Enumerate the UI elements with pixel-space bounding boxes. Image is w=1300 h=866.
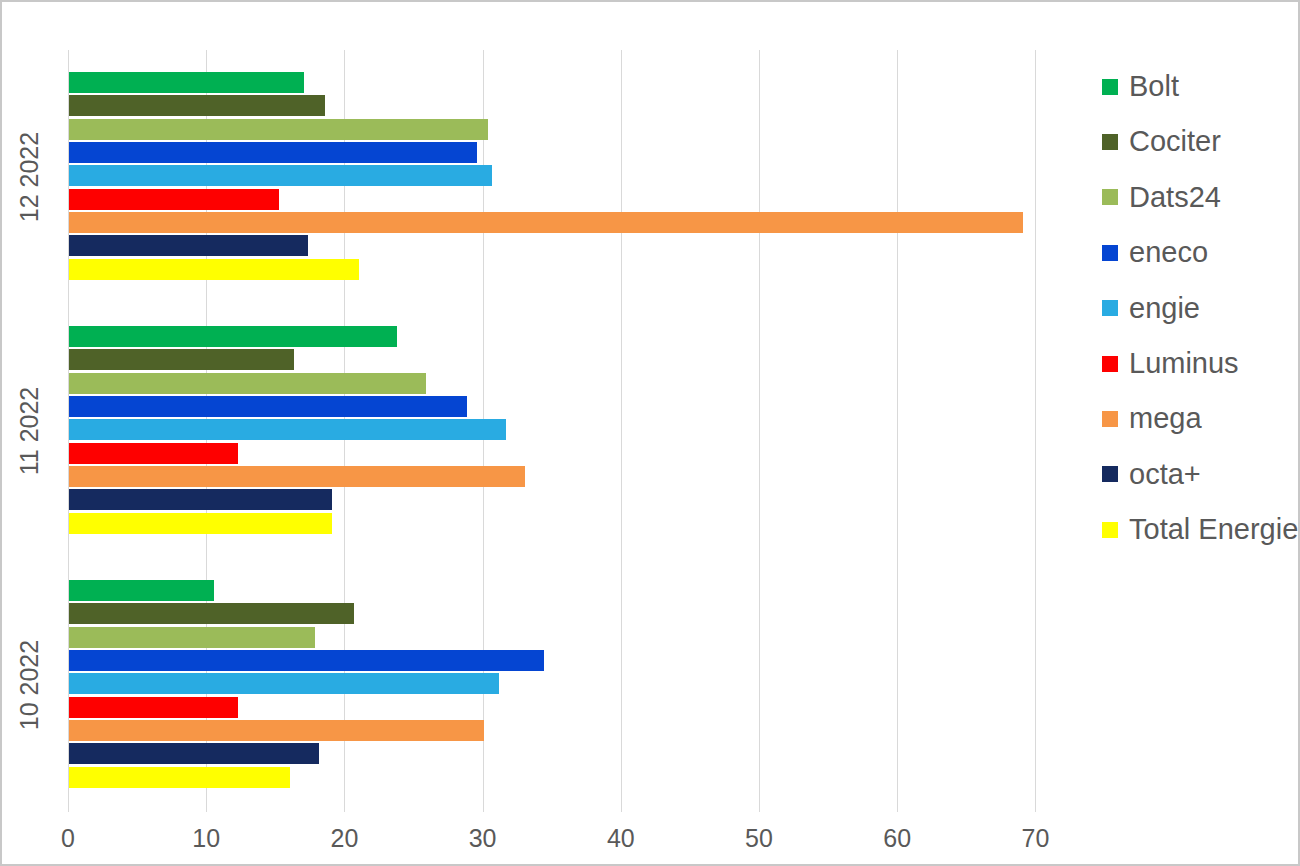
legend-label: Total Energie xyxy=(1129,513,1298,546)
legend-label: Luminus xyxy=(1129,347,1239,380)
x-tick-70: 70 xyxy=(1021,824,1049,853)
legend-item-dats24: Dats24 xyxy=(1102,181,1221,214)
plot-area xyxy=(68,50,1077,812)
bar-luminus xyxy=(69,443,238,464)
x-tick-30: 30 xyxy=(469,824,497,853)
bar-bolt xyxy=(69,326,397,347)
x-tick-60: 60 xyxy=(883,824,911,853)
bar-mega xyxy=(69,466,525,487)
bar-luminus xyxy=(69,697,238,718)
legend-swatch-icon xyxy=(1102,411,1118,427)
bar-mega xyxy=(69,212,1023,233)
bar-cociter xyxy=(69,95,325,116)
legend-item-bolt: Bolt xyxy=(1102,70,1179,103)
bar-dats24 xyxy=(69,373,426,394)
bar-octa+ xyxy=(69,489,332,510)
bar-total-energie xyxy=(69,259,359,280)
legend-label: engie xyxy=(1129,292,1200,325)
legend-swatch-icon xyxy=(1102,300,1118,316)
legend-item-engie: engie xyxy=(1102,292,1200,325)
y-category-10-2022: 10 2022 xyxy=(15,640,44,730)
legend-item-luminus: Luminus xyxy=(1102,347,1239,380)
x-tick-20: 20 xyxy=(330,824,358,853)
legend-item-eneco: eneco xyxy=(1102,236,1208,269)
bar-eneco xyxy=(69,142,477,163)
bar-total-energie xyxy=(69,767,290,788)
bar-chart: 12 2022 11 2022 10 2022 0 10 20 30 40 50 60 70 Bo… xyxy=(0,0,1300,866)
bar-eneco xyxy=(69,650,544,671)
bar-mega xyxy=(69,720,484,741)
bar-octa+ xyxy=(69,743,319,764)
x-tick-0: 0 xyxy=(61,824,75,853)
bar-octa+ xyxy=(69,235,308,256)
x-tick-50: 50 xyxy=(745,824,773,853)
bar-engie xyxy=(69,419,506,440)
legend-item-total-energie: Total Energie xyxy=(1102,513,1298,546)
bar-eneco xyxy=(69,396,467,417)
bar-bolt xyxy=(69,72,304,93)
legend-item-octa+: octa+ xyxy=(1102,458,1201,491)
legend-label: octa+ xyxy=(1129,458,1201,491)
y-category-11-2022: 11 2022 xyxy=(15,387,44,476)
y-category-12-2022: 12 2022 xyxy=(15,132,44,222)
legend-swatch-icon xyxy=(1102,522,1118,538)
legend-item-cociter: Cociter xyxy=(1102,125,1221,158)
legend-item-mega: mega xyxy=(1102,402,1202,435)
bar-group-11-2022 xyxy=(68,304,1077,558)
bar-engie xyxy=(69,673,499,694)
legend-swatch-icon xyxy=(1102,356,1118,372)
legend-swatch-icon xyxy=(1102,189,1118,205)
bar-group-10-2022 xyxy=(68,558,1077,812)
bar-engie xyxy=(69,165,492,186)
legend-label: mega xyxy=(1129,402,1202,435)
legend-swatch-icon xyxy=(1102,79,1118,95)
bar-luminus xyxy=(69,189,279,210)
bar-dats24 xyxy=(69,627,315,648)
bar-dats24 xyxy=(69,119,488,140)
bar-group-12-2022 xyxy=(68,50,1077,304)
bar-cociter xyxy=(69,603,354,624)
legend-label: Bolt xyxy=(1129,70,1179,103)
legend-label: Dats24 xyxy=(1129,181,1221,214)
bar-cociter xyxy=(69,349,294,370)
bar-total-energie xyxy=(69,513,332,534)
x-tick-10: 10 xyxy=(192,824,220,853)
legend-label: eneco xyxy=(1129,236,1208,269)
bar-bolt xyxy=(69,580,214,601)
legend-swatch-icon xyxy=(1102,466,1118,482)
legend-label: Cociter xyxy=(1129,125,1221,158)
legend-swatch-icon xyxy=(1102,245,1118,261)
legend-swatch-icon xyxy=(1102,134,1118,150)
x-tick-40: 40 xyxy=(607,824,635,853)
